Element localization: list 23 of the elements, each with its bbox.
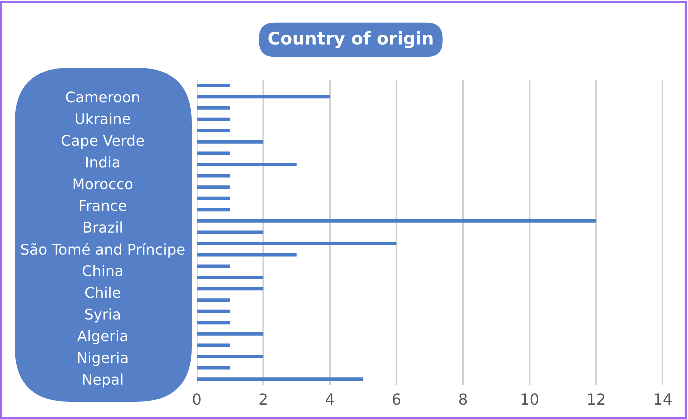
y-tick-label: Nigeria [78,352,128,366]
y-tick-label: Syria [85,308,120,323]
y-tick-label: São Tomé and Príncipe [21,243,185,258]
x-tick-label: 4 [326,394,334,405]
x-tick-label: 2 [260,394,267,405]
y-tick-label: Chile [86,286,120,298]
x-tick-label: 12 [588,394,605,405]
x-tick-label: 6 [392,394,401,406]
y-tick-label: India [86,156,120,168]
y-tick-label: Algeria [77,330,128,344]
x-tick-label: 10 [522,394,539,406]
y-tick-label: Ukraine [76,113,130,124]
x-tick-label: 14 [654,394,672,405]
y-tick-label: Brazil [84,222,122,234]
x-tick-label: 0 [193,394,201,406]
y-tick-label: China [82,265,122,276]
x-tick-label: 8 [459,394,468,406]
y-tick-label: Nepal [83,374,123,388]
y-tick-label: Morocco [74,178,133,190]
y-tick-label: Cameroon [66,92,140,103]
y-tick-label: Cape Verde [62,134,144,149]
y-tick-label: France [80,200,126,212]
chart-title: Country of origin [268,32,433,48]
